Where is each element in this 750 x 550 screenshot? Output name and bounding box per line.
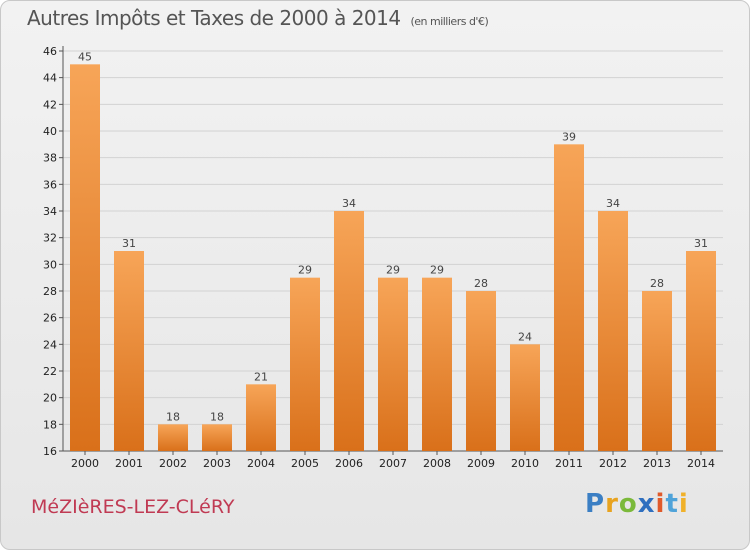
x-tick-label: 2008 [423,457,451,470]
x-tick-label: 2001 [115,457,143,470]
bar [510,344,540,451]
y-tick-label: 20 [43,392,57,405]
x-tick-labels: 2000 2001 2002 2003 2004 2005 2006 2007 2008 2009… [71,451,715,470]
logo-letter: i [678,489,689,519]
bar-value-label: 18 [210,410,224,423]
bar [202,424,232,451]
y-tick-labels: 16 18 20 22 24 26 28 30 32 34 36 38 40 42 44 46 [43,45,57,458]
bar-value-label: 34 [606,197,620,210]
x-tick-label: 2009 [467,457,495,470]
bar [686,251,716,451]
y-tick-label: 34 [43,205,57,218]
y-tick-label: 46 [43,45,57,58]
bar [246,384,276,451]
y-tick-label: 28 [43,285,57,298]
x-tick-label: 2002 [159,457,187,470]
bar-value-label: 28 [650,277,664,290]
bar-value-label: 39 [562,130,576,143]
commune-name: MéZIèRES-LEZ-CLéRY [31,496,235,518]
bar [378,277,408,451]
x-tick-label: 2005 [291,457,319,470]
chart-title: Autres Impôts et Taxes de 2000 à 2014 (e… [27,6,489,30]
value-labels: 45 31 18 18 21 29 34 29 29 28 24 39 34 28 31 [78,50,708,423]
proxiti-logo[interactable]: Proxiti [585,489,689,519]
bar-value-label: 29 [430,264,444,277]
bar [466,291,496,451]
logo-letter: o [618,489,638,519]
x-tick-label: 2004 [247,457,275,470]
logo-letter: x [637,489,656,519]
x-tick-label: 2006 [335,457,363,470]
y-tick-label: 24 [43,338,57,351]
bar-value-label: 18 [166,410,180,423]
x-tick-label: 2010 [511,457,539,470]
bar-value-label: 31 [122,237,136,250]
bars [70,64,716,452]
logo-letter: P [585,489,606,519]
bar [70,64,100,452]
bar [422,277,452,451]
chart-unit: (en milliers d'€) [410,15,489,28]
bar [554,144,584,452]
logo-letter: r [605,489,619,519]
bar-value-label: 21 [254,370,268,383]
bar [290,277,320,451]
bar-value-label: 31 [694,237,708,250]
bar [158,424,188,451]
logo-letter: t [665,489,679,519]
bar [114,251,144,451]
x-tick-label: 2011 [555,457,583,470]
bar-value-label: 29 [386,264,400,277]
y-tick-label: 22 [43,365,57,378]
y-tick-label: 44 [43,72,57,85]
y-tick-label: 32 [43,232,57,245]
chart-title-text: Autres Impôts et Taxes de 2000 à 2014 [27,6,401,30]
bar-value-label: 29 [298,264,312,277]
bar [642,291,672,451]
y-tick-label: 16 [43,445,57,458]
bar [334,211,364,451]
x-tick-label: 2012 [599,457,627,470]
x-tick-label: 2013 [643,457,671,470]
x-tick-label: 2014 [687,457,715,470]
bar-value-label: 45 [78,50,92,63]
y-tick-label: 38 [43,152,57,165]
y-tick-label: 26 [43,312,57,325]
bar-value-label: 34 [342,197,356,210]
x-tick-label: 2007 [379,457,407,470]
y-tick-label: 42 [43,98,57,111]
y-tick-label: 36 [43,178,57,191]
bar-value-label: 28 [474,277,488,290]
logo-letter: i [655,489,666,519]
bar-value-label: 24 [518,330,532,343]
bar [598,211,628,451]
y-tick-label: 40 [43,125,57,138]
y-tick-label: 30 [43,258,57,271]
x-tick-label: 2003 [203,457,231,470]
x-tick-label: 2000 [71,457,99,470]
y-tick-label: 18 [43,418,57,431]
